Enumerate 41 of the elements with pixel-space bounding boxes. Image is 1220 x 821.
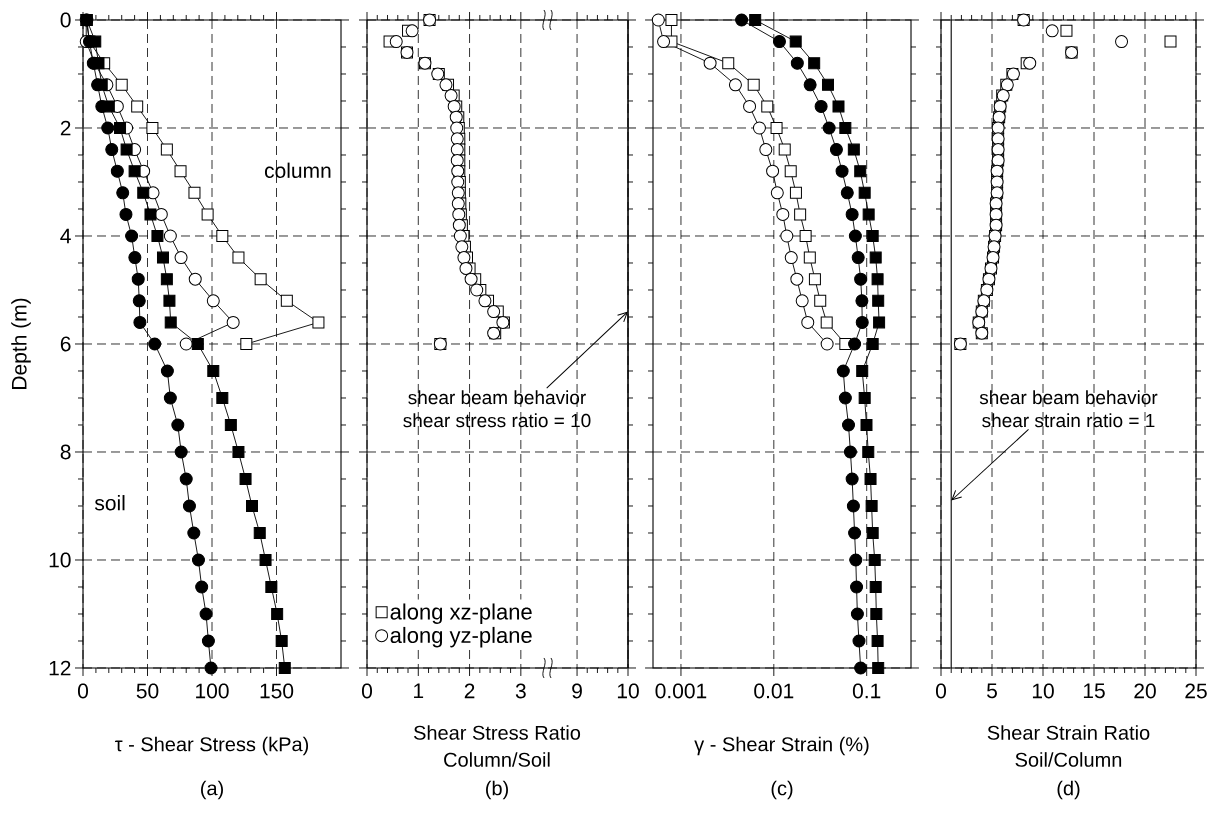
x-tick-label: 5: [987, 683, 997, 699]
y-tick-label: 2: [60, 120, 71, 136]
y-axis-title: Depth (m): [11, 298, 31, 389]
x-tick-label: 150: [260, 683, 294, 699]
x-tick-label: 0.01: [754, 683, 794, 699]
x-tick-label: 15: [1083, 683, 1105, 699]
ref-line-label: shear beam behavior shear strain ratio = 1: [979, 390, 1158, 428]
x-tick-label: 9: [572, 683, 582, 699]
x-tick-label: 0: [361, 683, 373, 699]
x-tick-label: 25: [1185, 683, 1207, 699]
y-tick-label: 12: [49, 660, 71, 676]
x-tick-label: 50: [136, 683, 159, 699]
x-axis-title: Shear Stress Ratio Column/Soil: [413, 725, 581, 767]
x-tick-label: 0.1: [852, 683, 881, 699]
ref-line-label: shear beam behavior shear stress ratio = 10: [403, 390, 591, 428]
y-tick-label: 8: [60, 444, 71, 460]
x-axis-title: Shear Strain Ratio Soil/Column: [987, 725, 1150, 767]
y-tick-label: 6: [60, 336, 71, 352]
x-tick-label: 100: [196, 683, 229, 699]
y-tick-label: 4: [60, 228, 71, 244]
legend-label: along xz-plane: [390, 603, 532, 624]
x-tick-label: 0: [77, 683, 89, 699]
legend-label: along yz-plane: [390, 626, 532, 648]
x-tick-label: 3: [515, 683, 526, 699]
y-tick-label: 10: [49, 552, 71, 568]
annotation: soil: [94, 495, 125, 511]
text: (b): [486, 780, 508, 800]
text: (c): [771, 780, 793, 800]
x-axis-title: τ - Shear Stress (kPa): [114, 736, 309, 756]
y-tick-label: 0: [60, 12, 71, 28]
x-tick-label: 10: [617, 683, 639, 699]
x-tick-label: 0.001: [655, 683, 707, 699]
x-tick-label: 2: [464, 683, 475, 699]
x-tick-label: 1: [414, 683, 424, 698]
annotation: column: [264, 162, 331, 179]
x-tick-label: 0: [935, 683, 947, 699]
x-tick-label: 10: [1032, 683, 1054, 699]
text: (d): [1057, 780, 1080, 800]
x-tick-label: 20: [1134, 683, 1156, 699]
x-axis-title: γ - Shear Strain (%): [694, 736, 869, 756]
text: (a): [201, 780, 223, 800]
